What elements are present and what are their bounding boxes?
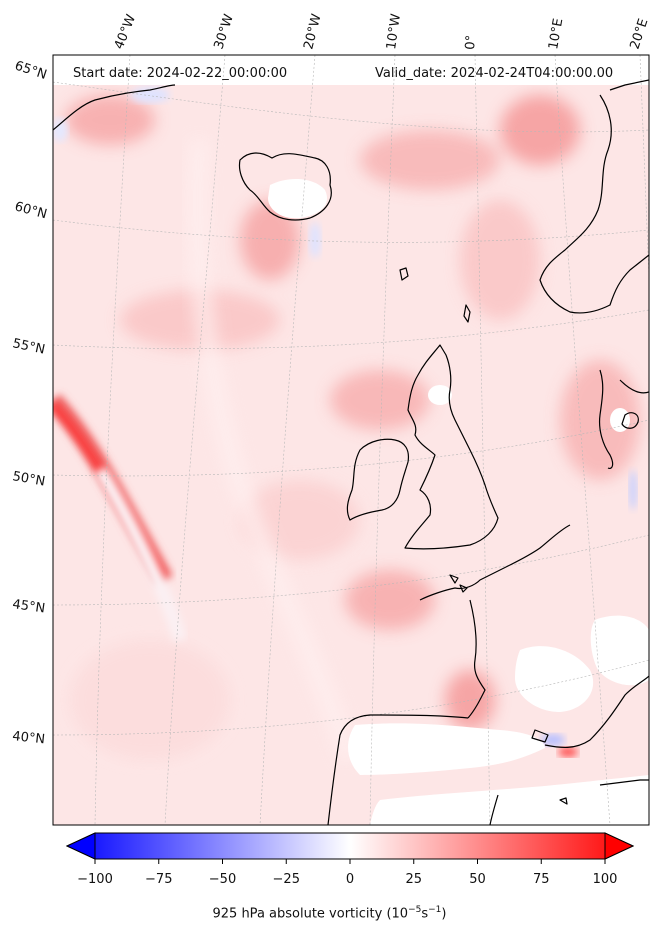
lat-label-50n: 50°N xyxy=(11,469,46,489)
lon-label-10w: 10°W xyxy=(384,13,404,51)
vorticity-field xyxy=(53,55,649,825)
colorbar-title: 925 hPa absolute vorticity (10−5s−1) xyxy=(212,905,447,922)
plot-frame xyxy=(52,54,650,826)
lon-label-10e: 10°E xyxy=(546,17,566,50)
graticule xyxy=(53,55,649,825)
lon-label-40w: 40°W xyxy=(112,12,139,51)
colorbar-extend-max xyxy=(604,832,635,860)
lon-label-20w: 20°W xyxy=(301,12,324,51)
lat-label-65n: 65°N xyxy=(13,59,49,83)
lat-label-45n: 45°N xyxy=(11,597,46,616)
colorbar-tick-label: 50 xyxy=(469,872,486,887)
lon-label-30w: 30°W xyxy=(212,12,237,51)
coastlines xyxy=(53,79,649,825)
colorbar-tick-label: 75 xyxy=(533,872,550,887)
colorbar-tick-label: −75 xyxy=(145,872,172,887)
colorbar: −100 −75 −50 −25 0 25 50 75 100 xyxy=(65,832,635,887)
lon-labels: 40°W 30°W 20°W 10°W 0° 10°E 20°E xyxy=(112,12,652,51)
colorbar-tick-label: 25 xyxy=(405,872,422,887)
colorbar-tick-label: 100 xyxy=(593,872,618,887)
colorbar-tick-label: −25 xyxy=(273,872,300,887)
lat-label-55n: 55°N xyxy=(11,336,46,357)
colorbar-tick-label: 0 xyxy=(346,872,354,887)
lat-labels: 65°N 60°N 55°N 50°N 45°N 40°N xyxy=(11,59,48,748)
lon-label-0: 0° xyxy=(463,34,479,50)
colorbar-tick-label: −50 xyxy=(209,872,236,887)
start-date-label: Start date: 2024-02-22_00:00:00 xyxy=(73,66,288,81)
colorbar-tick-label: −100 xyxy=(77,872,113,887)
lat-label-40n: 40°N xyxy=(12,729,46,747)
lat-label-60n: 60°N xyxy=(13,199,49,222)
colorbar-extend-min xyxy=(65,832,96,860)
colorbar-bar xyxy=(65,832,635,860)
valid-date-label: Valid_date: 2024-02-24T04:00:00.00 xyxy=(375,66,614,81)
lon-label-20e: 20°E xyxy=(628,17,652,51)
